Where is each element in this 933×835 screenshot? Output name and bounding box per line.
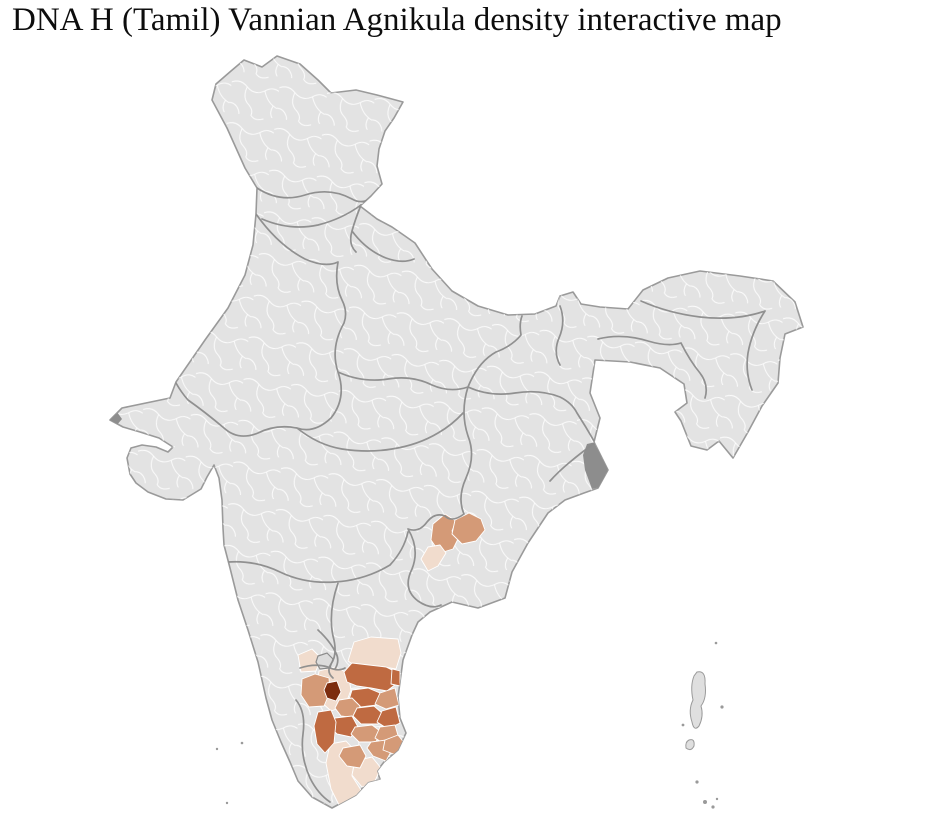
andaman-islands-south[interactable]	[685, 739, 695, 751]
island-dot	[225, 801, 229, 805]
state-borders-group	[175, 185, 766, 803]
density-district[interactable]	[374, 687, 400, 710]
island-dot	[681, 723, 685, 727]
island-dot	[703, 800, 707, 804]
density-district[interactable]	[390, 668, 401, 687]
island-dot	[695, 780, 699, 784]
andaman-islands[interactable]	[689, 671, 706, 729]
density-district[interactable]	[300, 673, 331, 708]
page-title: DNA H (Tamil) Vannian Agnikula density i…	[12, 2, 782, 38]
island-dot	[240, 741, 244, 745]
density-district[interactable]	[352, 705, 383, 725]
island-dot	[720, 705, 724, 709]
state-borders	[175, 185, 766, 803]
island-dot	[711, 805, 715, 809]
density-district[interactable]	[313, 709, 337, 754]
island-dot	[715, 797, 719, 801]
islands	[215, 641, 724, 809]
density-district[interactable]	[451, 512, 486, 545]
density-district[interactable]	[323, 680, 342, 702]
density-district[interactable]	[420, 544, 447, 572]
density-district[interactable]	[338, 744, 367, 769]
island-dot	[714, 641, 718, 645]
island-dot	[215, 747, 219, 751]
